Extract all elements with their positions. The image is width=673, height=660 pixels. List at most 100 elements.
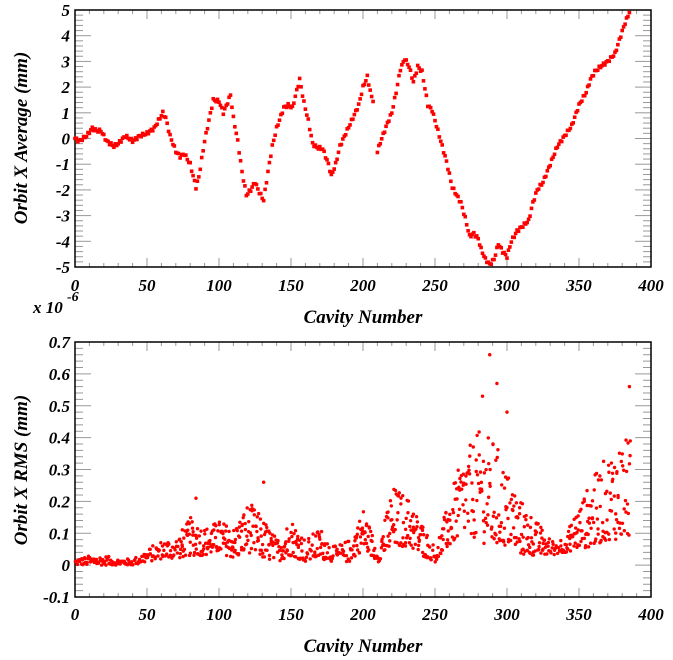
data-point — [396, 510, 400, 515]
data-point — [264, 523, 268, 527]
data-point — [475, 433, 479, 438]
data-point — [459, 480, 463, 484]
y-tick-label: 0.7 — [49, 333, 72, 352]
data-point — [336, 150, 341, 155]
data-point — [116, 142, 120, 146]
x-tick-label: 50 — [139, 605, 157, 624]
x-tick-label: 200 — [349, 276, 376, 295]
data-point — [622, 507, 626, 511]
data-point — [541, 541, 545, 546]
data-point — [392, 95, 397, 100]
data-point — [494, 533, 498, 537]
data-point — [318, 537, 322, 541]
data-point — [282, 556, 286, 561]
data-point — [289, 530, 293, 535]
data-point — [477, 243, 482, 247]
data-point — [203, 532, 207, 536]
data-point — [318, 144, 322, 149]
data-point — [313, 550, 317, 554]
data-point — [341, 137, 345, 141]
y-tick-label: 0.4 — [49, 429, 70, 448]
data-point — [492, 510, 496, 515]
data-point — [150, 128, 155, 133]
data-point — [292, 531, 296, 536]
data-point — [129, 136, 133, 141]
data-point — [543, 545, 548, 549]
data-point — [437, 135, 442, 139]
data-point — [502, 486, 507, 490]
data-point — [80, 138, 84, 143]
data-point — [227, 529, 231, 534]
data-point — [536, 187, 541, 191]
data-point — [325, 542, 330, 546]
data-point — [285, 548, 290, 553]
data-point — [462, 525, 467, 530]
data-point — [217, 100, 221, 104]
data-point — [599, 478, 604, 482]
data-point — [256, 187, 260, 191]
data-point — [626, 511, 631, 516]
data-point — [497, 513, 501, 517]
data-point — [351, 544, 356, 548]
data-point — [355, 108, 360, 112]
data-point — [518, 539, 522, 544]
data-point — [310, 543, 314, 547]
data-point — [258, 552, 262, 556]
data-point — [250, 185, 254, 189]
data-point — [169, 138, 174, 142]
data-point — [393, 488, 398, 493]
data-point — [431, 543, 435, 547]
data-point — [488, 481, 492, 486]
data-point — [217, 522, 221, 527]
data-point — [338, 551, 343, 555]
data-point — [183, 553, 188, 557]
data-point — [540, 536, 544, 540]
data-point — [600, 520, 605, 525]
data-point — [415, 63, 420, 68]
data-point — [242, 513, 246, 517]
data-point — [564, 133, 568, 138]
average-plot: Cavity Number Orbit X Average (mm) x 10 … — [11, 1, 664, 328]
data-point — [97, 127, 102, 132]
data-point — [89, 128, 93, 132]
data-point — [218, 103, 223, 108]
data-point — [139, 134, 144, 139]
data-point — [526, 217, 531, 222]
data-point — [441, 151, 446, 155]
data-point — [477, 430, 481, 434]
data-point — [479, 245, 483, 250]
data-point — [511, 508, 515, 513]
data-point — [261, 198, 266, 203]
data-point — [614, 48, 619, 53]
data-point — [198, 167, 203, 172]
data-point — [221, 112, 226, 117]
data-point — [239, 529, 244, 533]
data-point — [541, 547, 545, 551]
data-point — [395, 82, 400, 87]
data-point — [346, 125, 351, 130]
data-point — [256, 538, 261, 543]
data-point — [390, 517, 394, 522]
data-point — [289, 553, 294, 558]
data-point — [132, 558, 137, 563]
data-point — [318, 545, 323, 550]
data-point — [379, 136, 384, 141]
data-point — [591, 520, 596, 525]
data-point — [333, 544, 338, 549]
data-point — [391, 105, 396, 109]
data-point — [482, 530, 486, 534]
data-point — [413, 528, 417, 532]
data-point — [259, 548, 264, 552]
data-point — [464, 498, 468, 502]
data-point — [252, 540, 256, 545]
data-point — [247, 551, 252, 555]
data-point — [514, 535, 518, 540]
data-point — [614, 517, 619, 522]
data-points — [73, 353, 632, 567]
data-point — [297, 76, 302, 81]
data-point — [542, 538, 547, 542]
data-point — [464, 222, 469, 227]
data-point — [188, 540, 192, 544]
data-point — [499, 521, 504, 525]
